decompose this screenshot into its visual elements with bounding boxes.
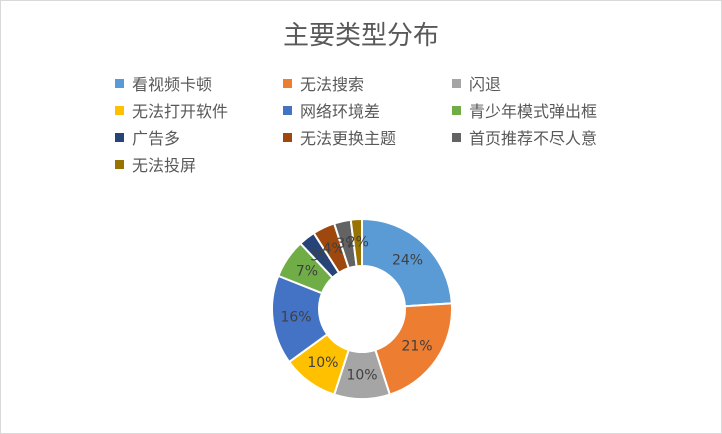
legend-item: 无法搜索: [283, 71, 364, 95]
legend-label: 广告多: [132, 129, 181, 148]
legend-label: 网络环境差: [300, 102, 381, 121]
legend-swatch: [115, 159, 124, 169]
data-label: 2%: [347, 235, 369, 251]
legend-swatch: [115, 105, 124, 115]
legend-item: 看视频卡顿: [115, 71, 212, 95]
legend-label: 看视频卡顿: [132, 75, 213, 94]
data-label: 10%: [307, 355, 338, 371]
legend-label: 无法打开软件: [132, 102, 229, 121]
legend-label: 无法搜索: [300, 75, 365, 94]
legend-label: 无法更换主题: [300, 129, 397, 148]
data-label: 16%: [280, 309, 311, 325]
legend-item: 首页推荐不尽人意: [452, 125, 597, 149]
legend-swatch: [283, 78, 292, 88]
legend-swatch: [283, 105, 292, 115]
legend-item: 无法打开软件: [115, 98, 228, 122]
donut-slice: [361, 217, 453, 308]
legend-item: 无法更换主题: [283, 125, 396, 149]
legend-item: 闪退: [452, 71, 501, 95]
legend-swatch: [452, 78, 461, 88]
legend-swatch: [283, 132, 292, 142]
legend-item: 网络环境差: [283, 98, 380, 122]
donut-slice: [374, 302, 453, 396]
chart-title: 主要类型分布: [282, 21, 439, 51]
legend-item: 无法投屏: [115, 152, 196, 176]
data-label: 4%: [323, 241, 345, 257]
data-label: 21%: [401, 338, 432, 354]
donut-slice: [349, 217, 363, 268]
legend-item: 青少年模式弹出框: [452, 98, 597, 122]
data-label: 7%: [296, 264, 318, 280]
legend-swatch: [452, 132, 461, 142]
data-label: 24%: [392, 253, 423, 269]
legend: 看视频卡顿 无法搜索 闪退无法打开软件 网络环境差 青少年模式弹出框广告多 无法更换主题 首…: [1, 1, 721, 201]
legend-label: 青少年模式弹出框: [469, 102, 598, 121]
legend-label: 首页推荐不尽人意: [469, 129, 598, 148]
legend-label: 闪退: [469, 75, 502, 94]
legend-swatch: [115, 132, 124, 142]
legend-swatch: [115, 78, 124, 88]
legend-item: 广告多: [115, 125, 180, 149]
data-label: 10%: [346, 368, 377, 384]
legend-label: 无法投屏: [132, 156, 197, 175]
legend-swatch: [452, 105, 461, 115]
